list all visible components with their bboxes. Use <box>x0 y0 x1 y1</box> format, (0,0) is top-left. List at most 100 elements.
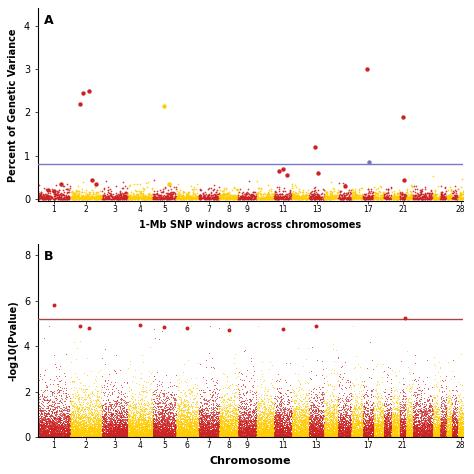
Point <box>108 401 115 408</box>
Point <box>374 427 382 435</box>
Point <box>292 417 300 425</box>
Point <box>384 193 392 201</box>
Point <box>159 432 167 440</box>
Point <box>126 430 133 438</box>
Point <box>147 395 155 403</box>
Point <box>67 433 75 440</box>
Point <box>193 420 201 428</box>
Point <box>189 426 197 434</box>
Point <box>394 432 402 439</box>
Point <box>119 429 127 437</box>
Point <box>250 429 257 437</box>
Point <box>257 428 264 435</box>
Point <box>295 418 303 426</box>
Point <box>368 431 376 438</box>
Point <box>117 190 125 198</box>
Point <box>365 421 373 428</box>
Point <box>435 422 443 429</box>
Point <box>343 413 351 421</box>
Point <box>235 416 243 424</box>
Point <box>345 419 352 426</box>
Point <box>407 395 414 403</box>
Point <box>328 389 336 396</box>
Point <box>303 418 310 426</box>
Point <box>164 427 172 434</box>
Point <box>221 190 229 197</box>
Point <box>402 425 410 432</box>
Point <box>252 405 259 413</box>
Point <box>233 415 240 423</box>
Point <box>75 426 82 434</box>
Point <box>158 424 166 432</box>
Point <box>128 414 135 421</box>
Point <box>356 431 364 438</box>
Point <box>145 433 153 441</box>
Point <box>159 432 167 440</box>
Point <box>98 409 105 417</box>
Point <box>405 195 413 202</box>
Point <box>320 410 328 418</box>
Point <box>328 369 335 377</box>
Point <box>269 432 276 440</box>
Point <box>82 395 90 402</box>
Point <box>120 420 128 428</box>
Point <box>293 426 301 434</box>
Point <box>425 426 433 434</box>
Point <box>92 430 100 438</box>
Point <box>423 405 430 412</box>
Point <box>254 426 261 434</box>
Point <box>366 430 374 438</box>
Point <box>109 421 116 428</box>
Point <box>56 432 64 440</box>
Point <box>441 416 448 424</box>
Point <box>334 425 341 433</box>
Point <box>445 398 453 405</box>
Point <box>272 394 279 401</box>
Point <box>155 421 162 429</box>
Point <box>327 178 335 185</box>
Point <box>40 420 48 428</box>
Point <box>232 411 239 419</box>
Point <box>161 418 168 425</box>
Point <box>220 430 228 438</box>
Point <box>375 413 383 421</box>
Point <box>210 195 217 203</box>
Point <box>89 176 96 183</box>
Point <box>430 433 438 441</box>
Point <box>100 432 108 440</box>
Point <box>91 424 99 432</box>
Point <box>321 428 329 435</box>
Point <box>76 415 84 423</box>
Point <box>177 427 185 434</box>
Point <box>374 195 382 202</box>
Point <box>74 428 82 436</box>
Point <box>203 428 211 436</box>
Point <box>185 430 193 438</box>
Point <box>170 430 178 438</box>
Point <box>146 191 153 199</box>
Point <box>261 428 269 436</box>
Point <box>99 429 107 437</box>
Point <box>391 431 399 438</box>
Point <box>189 426 197 434</box>
Point <box>399 427 407 434</box>
Point <box>99 195 107 203</box>
Point <box>453 432 460 440</box>
Point <box>153 431 160 439</box>
Point <box>49 418 57 426</box>
Point <box>284 428 292 436</box>
Point <box>209 432 216 439</box>
Point <box>330 187 337 195</box>
Point <box>267 433 275 440</box>
Point <box>348 408 356 416</box>
Point <box>327 423 334 430</box>
Point <box>328 422 336 430</box>
Point <box>252 426 259 434</box>
Point <box>193 433 201 440</box>
Point <box>81 418 88 425</box>
Point <box>286 415 293 423</box>
Point <box>331 193 339 201</box>
Point <box>454 426 462 433</box>
Point <box>171 420 178 428</box>
Point <box>151 428 158 436</box>
